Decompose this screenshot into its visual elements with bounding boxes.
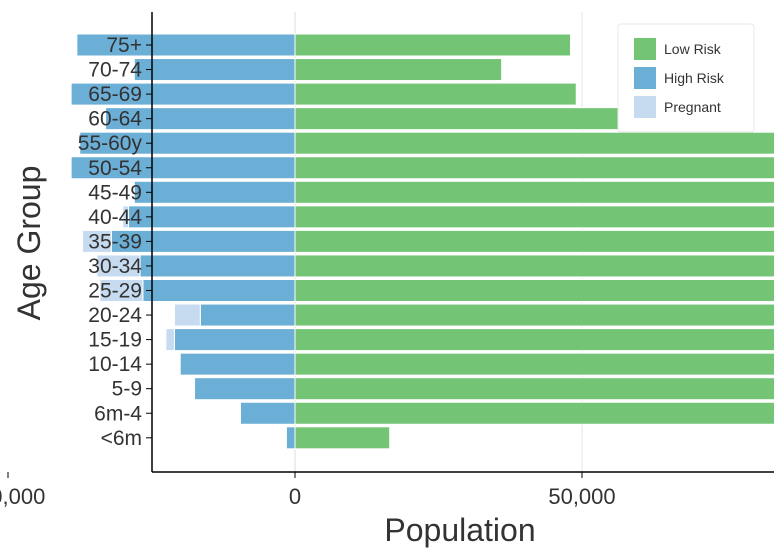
- y-tick-label-0: 75+: [106, 34, 142, 57]
- y-tick-label-1: 70-74: [88, 59, 142, 82]
- y-tick-labels: 75+70-7465-6960-6455-60y50-5445-4940-443…: [78, 34, 152, 450]
- y-axis-title: Age Group: [11, 166, 47, 321]
- bar-pregnant-12[interactable]: [165, 328, 175, 352]
- bar-pregnant-10[interactable]: [99, 279, 144, 302]
- bar-high-risk-13[interactable]: [179, 352, 296, 376]
- bar-high-risk-0[interactable]: [76, 33, 296, 57]
- x-tick-label-2: 50,000: [548, 484, 615, 509]
- bar-low-risk-7[interactable]: [294, 205, 774, 229]
- bar-low-risk-0[interactable]: [294, 33, 572, 57]
- bar-pregnant-7[interactable]: [122, 205, 130, 229]
- bar-high-risk-14[interactable]: [194, 377, 296, 401]
- legend-label-2: Pregnant: [664, 99, 721, 115]
- bar-high-risk-11[interactable]: [199, 303, 296, 327]
- y-tick-label-3: 60-64: [88, 108, 142, 131]
- bar-pregnant-11[interactable]: [173, 303, 201, 327]
- bar-low-risk-6[interactable]: [294, 180, 774, 204]
- y-tick-label-5: 50-54: [88, 157, 142, 180]
- bar-low-risk-10[interactable]: [294, 279, 774, 302]
- bar-high-risk-6[interactable]: [133, 180, 296, 204]
- legend-label-0: Low Risk: [664, 41, 722, 57]
- y-tick-label-14: 5-9: [112, 378, 142, 401]
- bar-low-risk-11[interactable]: [294, 303, 774, 327]
- bar-pregnant-8[interactable]: [82, 229, 112, 253]
- bar-low-risk-13[interactable]: [294, 352, 774, 376]
- bar-low-risk-15[interactable]: [294, 401, 774, 425]
- y-tick-label-13: 10-14: [88, 353, 142, 376]
- bar-low-risk-8[interactable]: [294, 229, 774, 253]
- y-tick-label-2: 65-69: [88, 83, 142, 106]
- x-tick-label-0: -50,000: [0, 484, 45, 509]
- legend: Low Risk High Risk Pregnant: [617, 23, 755, 133]
- bar-high-risk-4[interactable]: [79, 131, 296, 155]
- y-tick-label-7: 40-44: [88, 206, 142, 229]
- y-tick-label-15: 6m-4: [94, 402, 142, 425]
- bar-low-risk-16[interactable]: [294, 426, 391, 450]
- bar-low-risk-9[interactable]: [294, 254, 774, 278]
- legend-swatch-2: [634, 96, 656, 118]
- y-tick-label-4: 55-60y: [78, 132, 143, 155]
- y-tick-label-16: <6m: [101, 427, 142, 450]
- bar-high-risk-12[interactable]: [173, 328, 296, 352]
- y-tick-label-6: 45-49: [88, 181, 142, 204]
- bar-high-risk-5[interactable]: [70, 156, 296, 180]
- bar-high-risk-10[interactable]: [142, 279, 296, 302]
- bar-low-risk-5[interactable]: [294, 156, 774, 180]
- bar-high-risk-7[interactable]: [128, 205, 296, 229]
- y-tick-label-10: 25-29: [88, 280, 142, 303]
- bar-high-risk-15[interactable]: [239, 401, 296, 425]
- bar-layer: [70, 33, 774, 450]
- bar-high-risk-3[interactable]: [105, 107, 296, 131]
- bar-high-risk-1[interactable]: [133, 58, 296, 82]
- axis-layer: [151, 12, 774, 473]
- bar-high-risk-16[interactable]: [285, 426, 296, 450]
- x-tick-label-1: 0: [289, 484, 301, 509]
- bar-low-risk-12[interactable]: [294, 328, 774, 352]
- y-tick-label-11: 20-24: [88, 304, 142, 327]
- bar-high-risk-9[interactable]: [139, 254, 296, 278]
- x-axis-title: Population: [384, 512, 535, 548]
- bar-low-risk-14[interactable]: [294, 377, 774, 401]
- y-tick-label-9: 30-34: [88, 255, 142, 278]
- legend-swatch-0: [634, 38, 656, 60]
- bar-high-risk-2[interactable]: [70, 82, 296, 106]
- bar-low-risk-4[interactable]: [294, 131, 774, 155]
- y-tick-label-8: 35-39: [88, 230, 142, 253]
- legend-swatch-1: [634, 67, 656, 89]
- y-tick-label-12: 15-19: [88, 329, 142, 352]
- legend-label-1: High Risk: [664, 70, 725, 86]
- bar-pregnant-9[interactable]: [96, 254, 141, 278]
- bar-low-risk-1[interactable]: [294, 58, 503, 82]
- bar-low-risk-2[interactable]: [294, 82, 577, 106]
